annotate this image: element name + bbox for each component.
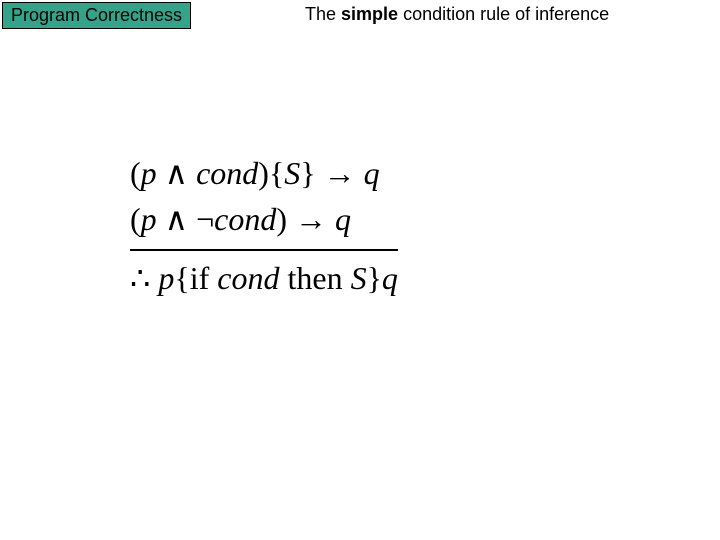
p2-arrow: → [287,201,335,237]
p2-cond: cond [214,201,276,237]
p2-open: ( [130,201,141,237]
title-post: condition rule of inference [398,4,609,24]
inference-line [130,249,398,251]
p2-close: ) [276,201,287,237]
c-therefore: ∴ [130,260,158,296]
p1-p: p [141,155,157,191]
p1-lbrace: { [269,155,284,191]
c-lbrace: { [174,260,189,296]
slide-title: The simple condition rule of inference [305,4,609,25]
premise-1: (p ∧ cond){S} → q [130,150,398,196]
title-bold: simple [341,4,398,24]
topic-badge-label: Program Correctness [11,5,182,25]
c-then: then [279,260,350,296]
slide: Program Correctness The simple condition… [0,0,720,540]
c-S: S [351,260,367,296]
c-if: if [190,260,218,296]
c-rbrace: } [367,260,382,296]
p2-p: p [141,201,157,237]
premise-2: (p ∧ ¬cond) → q [130,196,398,242]
p1-cond: cond [196,155,258,191]
title-pre: The [305,4,341,24]
c-p: p [158,260,174,296]
topic-badge: Program Correctness [2,2,191,29]
inference-rule: (p ∧ cond){S} → q (p ∧ ¬cond) → q ∴ p{if… [130,150,398,301]
conclusion: ∴ p{if cond then S}q [130,255,398,301]
p1-q: q [364,155,380,191]
p2-neg: ¬ [196,201,214,237]
p1-S: S [284,155,300,191]
p1-and: ∧ [157,155,196,191]
c-cond: cond [217,260,279,296]
p2-and: ∧ [157,201,196,237]
p1-open: ( [130,155,141,191]
p1-arrow: → [316,155,364,191]
c-q: q [382,260,398,296]
p1-close: ) [258,155,269,191]
p2-q: q [335,201,351,237]
p1-rbrace: } [300,155,315,191]
